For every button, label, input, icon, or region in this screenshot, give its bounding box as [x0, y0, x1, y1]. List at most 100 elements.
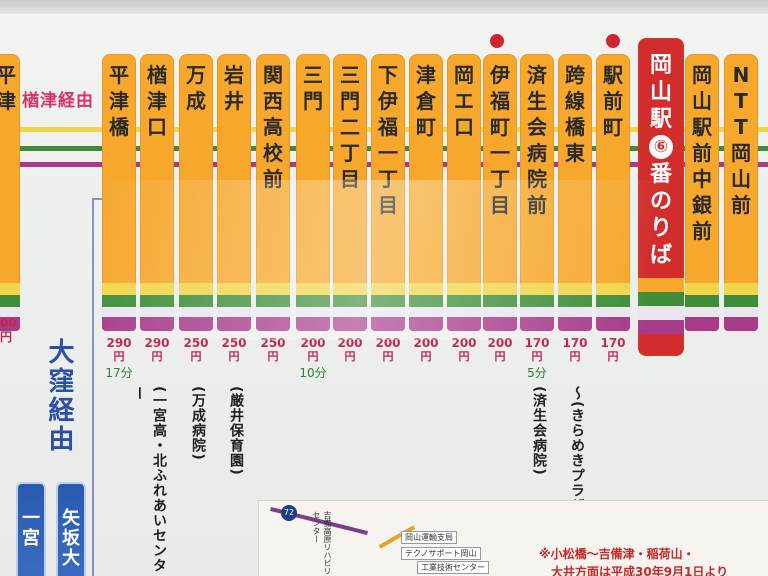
band-white — [724, 307, 758, 317]
band-white — [179, 307, 213, 317]
band-purple — [596, 317, 630, 331]
lower-stop-yasaka: 矢坂大 — [56, 482, 86, 576]
band-yellow — [179, 283, 213, 295]
stop-name: 楢津口 — [147, 63, 167, 139]
fare-label: 200 円 — [451, 336, 477, 363]
stop-name: 下伊福一丁目 — [378, 63, 398, 217]
highlight-dot — [490, 34, 504, 48]
fare-label: 200 円 — [337, 336, 363, 363]
travel-minutes: 5分 — [527, 366, 547, 380]
band-white — [296, 307, 330, 317]
band-purple — [724, 317, 758, 331]
fare-label: 250 円 — [221, 336, 247, 363]
bus-stop-10: 岡エ口 — [447, 54, 481, 331]
stop-name: 関西高校前 — [263, 63, 283, 191]
landmark-note: 〜(きらめきプラザ) — [569, 386, 585, 521]
band-yellow — [102, 283, 136, 295]
travel-minutes: 10分 — [299, 366, 327, 380]
stop-name: 済生会病院前 — [527, 63, 547, 217]
band-purple — [371, 317, 405, 331]
band-green — [102, 295, 136, 307]
band-yellow — [724, 283, 758, 295]
highlight-dot — [606, 34, 620, 48]
lower-stop-ichinomiya: 一宮 — [16, 482, 46, 576]
bus-stop-6: 三門 — [296, 54, 330, 331]
band-purple — [409, 317, 443, 331]
bus-stop-13: 跨線橋東 — [558, 54, 592, 331]
band-white — [0, 307, 20, 317]
band-purple — [333, 317, 367, 331]
notice-text: 大井方面は平成30年9月1日より — [551, 565, 729, 576]
stop-name: 万成 — [186, 63, 206, 113]
landmark-note: (済生会病院) — [531, 386, 547, 476]
band-green — [558, 295, 592, 307]
route-label-okubo: 大窪経由 — [44, 338, 74, 454]
band-yellow — [638, 278, 684, 292]
stop-name: 平津橋 — [109, 63, 129, 139]
band-green — [217, 295, 251, 307]
band-green — [256, 295, 290, 307]
fare-label: 170 円 — [524, 336, 550, 363]
bus-stop-4: 岩井 — [217, 54, 251, 331]
fare-label: 200 円 — [413, 336, 439, 363]
map-label-vertical: 吉備高原リハビリセンター — [312, 511, 332, 575]
landmark-note: (一宮高・北ふれあいセンター — [131, 386, 167, 574]
fare-label: 290 円 — [144, 336, 170, 363]
bus-stop-12: 済生会病院前 — [520, 54, 554, 331]
stop-name: 駅前町 — [603, 63, 623, 139]
stop-name: 平津 — [0, 63, 16, 113]
fare-label: 200 円 — [487, 336, 513, 363]
stop-name: 三門二丁目 — [340, 63, 360, 191]
bus-stop-8: 下伊福一丁目 — [371, 54, 405, 331]
band-purple — [0, 317, 20, 331]
band-white — [256, 307, 290, 317]
bus-stop-5: 関西高校前 — [256, 54, 290, 331]
band-yellow — [447, 283, 481, 295]
bus-stop-14: 駅前町 — [596, 54, 630, 331]
bus-stop-1: 平津橋 — [102, 54, 136, 331]
stop-name: 岡エ口 — [454, 63, 474, 139]
band-purple — [217, 317, 251, 331]
stop-name: 伊福町一丁目 — [490, 63, 510, 217]
map-label: テクノサポート岡山 — [401, 547, 481, 560]
band-green — [333, 295, 367, 307]
route-label-kasugi: 楢津経由 — [22, 91, 94, 111]
band-purple — [520, 317, 554, 331]
band-white — [685, 307, 719, 317]
band-green — [685, 295, 719, 307]
band-green — [140, 295, 174, 307]
stop-name: 跨線橋東 — [565, 63, 585, 165]
fare-label: 290 円 — [106, 336, 132, 363]
map-label: 工業技術センター — [417, 561, 489, 574]
band-purple — [558, 317, 592, 331]
band-purple — [140, 317, 174, 331]
band-green — [0, 295, 20, 307]
band-yellow — [0, 283, 20, 295]
bus-stop-3: 万成 — [179, 54, 213, 331]
band-yellow — [217, 283, 251, 295]
band-green — [371, 295, 405, 307]
band-purple — [256, 317, 290, 331]
band-yellow — [333, 283, 367, 295]
band-green — [520, 295, 554, 307]
band-yellow — [558, 283, 592, 295]
band-yellow — [140, 283, 174, 295]
band-purple — [483, 317, 517, 331]
band-white — [638, 306, 684, 320]
band-green — [724, 295, 758, 307]
band-white — [447, 307, 481, 317]
band-green — [179, 295, 213, 307]
band-white — [333, 307, 367, 317]
band-yellow — [685, 283, 719, 295]
band-white — [217, 307, 251, 317]
fare-label: 250 円 — [260, 336, 286, 363]
lower-stop-name: 一宮 — [19, 508, 40, 548]
band-purple — [685, 317, 719, 331]
fare-label: 170 円 — [562, 336, 588, 363]
band-yellow — [409, 283, 443, 295]
band-purple — [102, 317, 136, 331]
